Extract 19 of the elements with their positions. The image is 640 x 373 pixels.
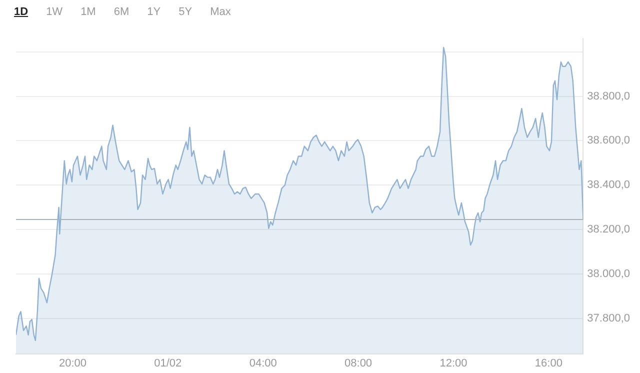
text: 6M xyxy=(114,5,130,20)
y-tick-label: 38.400,0 xyxy=(587,179,630,192)
y-tick-label: 37.800,0 xyxy=(587,312,630,324)
y-tick-label: 38.800,0 xyxy=(587,90,630,102)
y-tick-label: 38.200,0 xyxy=(587,224,630,236)
text: 1W xyxy=(46,5,64,20)
x-tick-label: 08:00 xyxy=(344,357,372,370)
text: 5Y xyxy=(178,5,194,20)
x-tick-label: 04:00 xyxy=(249,357,277,370)
y-tick-label: 38.600,0 xyxy=(587,134,630,147)
x-tick-label: 16:00 xyxy=(534,357,562,370)
text: 1Y xyxy=(147,5,162,20)
text: Max xyxy=(210,5,232,20)
text: 1D xyxy=(14,5,30,20)
x-tick-label: 12:00 xyxy=(440,357,468,370)
x-tick-label: 01/02 xyxy=(154,357,182,370)
x-tick-label: 20:00 xyxy=(58,357,86,370)
text: 1M xyxy=(80,5,97,20)
y-tick-label: 38.000,0 xyxy=(587,268,630,280)
